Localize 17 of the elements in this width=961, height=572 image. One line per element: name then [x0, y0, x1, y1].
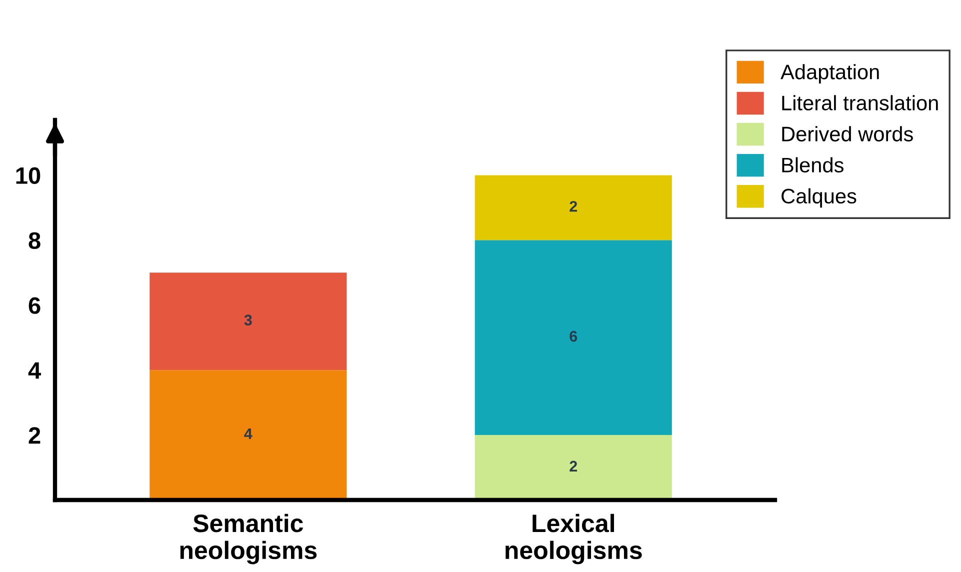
data-label: 2 — [570, 460, 578, 472]
legend-label: Adaptation — [780, 64, 879, 84]
legend-label: Blends — [782, 157, 844, 172]
y-tick-label: 8 — [28, 232, 40, 249]
data-label: 2 — [570, 200, 578, 212]
y-tick-label: 6 — [28, 297, 40, 314]
y-tick-label: 10 — [16, 167, 40, 184]
x-tick-label: Semantic neologisms — [180, 514, 317, 564]
legend-label: Calques — [782, 188, 856, 208]
data-label: 3 — [244, 314, 252, 326]
y-tick-label: 4 — [28, 362, 41, 379]
y-tick-label: 2 — [28, 427, 40, 444]
data-label: 6 — [570, 330, 578, 342]
legend-label: Derived words — [782, 126, 913, 142]
data-label: 4 — [244, 428, 252, 439]
legend-label: Literal translation — [782, 95, 938, 110]
x-tick-label: Lexical neologisms — [506, 514, 642, 564]
